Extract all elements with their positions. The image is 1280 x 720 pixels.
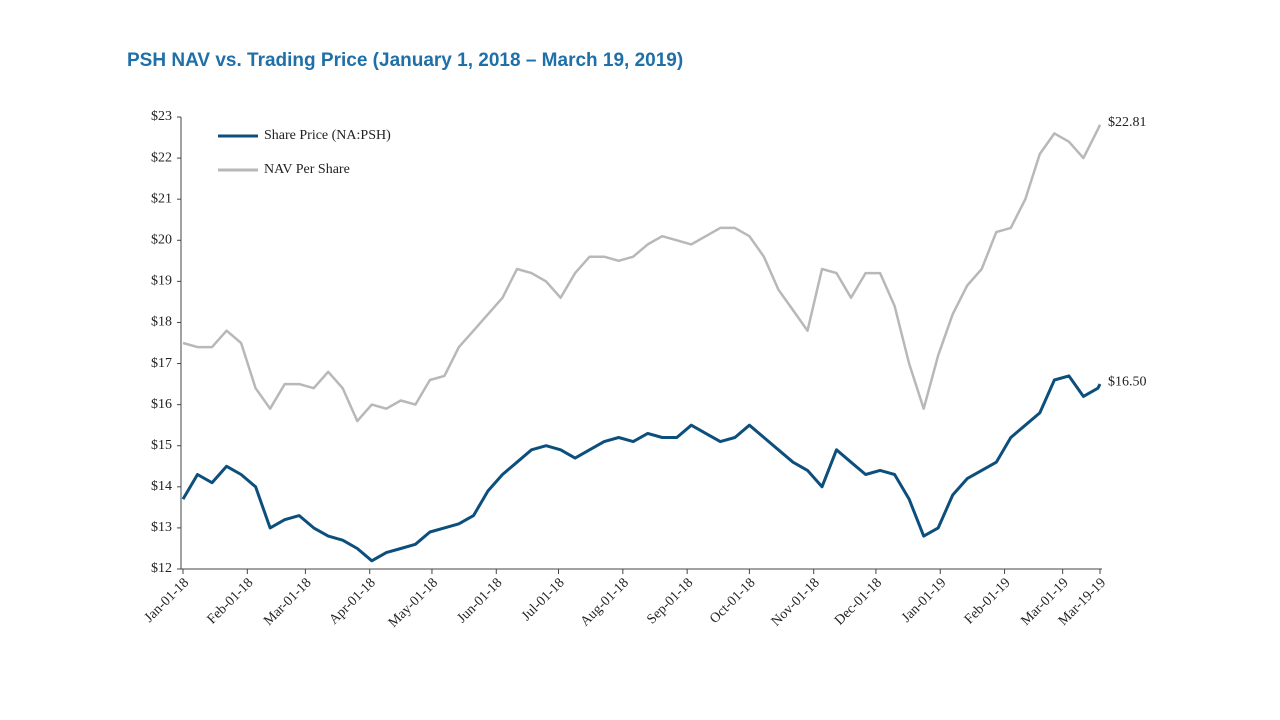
- y-tick-label: $20: [151, 232, 172, 247]
- x-tick-label: Apr-01-18: [327, 575, 379, 627]
- x-tick-label: Mar-01-18: [261, 575, 314, 628]
- series-line: [182, 124, 1102, 423]
- y-tick-label: $23: [151, 109, 172, 124]
- legend-label: Share Price (NA:PSH): [264, 128, 391, 143]
- y-tick-label: $17: [151, 356, 172, 371]
- x-tick-label: Aug-01-18: [578, 575, 632, 629]
- legend-label: NAV Per Share: [264, 162, 350, 177]
- x-tick-label: Nov-01-18: [769, 575, 823, 629]
- chart-title: PSH NAV vs. Trading Price (January 1, 20…: [127, 50, 683, 71]
- x-tick-label: Jan-01-19: [899, 575, 949, 625]
- x-tick-label: Jun-01-18: [455, 575, 506, 626]
- x-tick-label: Sep-01-18: [644, 575, 696, 627]
- y-tick-label: $16: [151, 397, 172, 412]
- x-tick-label: Feb-01-19: [962, 575, 1014, 627]
- x-tick-label: Dec-01-18: [832, 575, 885, 628]
- series-line: [181, 374, 1102, 563]
- y-tick-label: $12: [151, 561, 172, 576]
- value-label: $22.81: [1108, 115, 1147, 130]
- value-label: $16.50: [1108, 374, 1147, 389]
- y-tick-label: $13: [151, 520, 172, 535]
- y-tick-label: $14: [151, 479, 172, 494]
- x-tick-label: Feb-01-18: [205, 575, 257, 627]
- y-tick-label: $21: [151, 191, 172, 206]
- x-tick-label: Jul-01-18: [519, 575, 568, 624]
- y-tick-label: $22: [151, 150, 172, 165]
- x-tick-label: Jan-01-18: [142, 575, 192, 625]
- x-tick-label: Oct-01-18: [707, 575, 758, 626]
- y-tick-label: $19: [151, 274, 172, 289]
- y-tick-label: $15: [151, 438, 172, 453]
- x-tick-label: May-01-18: [386, 575, 441, 630]
- y-tick-label: $18: [151, 315, 172, 330]
